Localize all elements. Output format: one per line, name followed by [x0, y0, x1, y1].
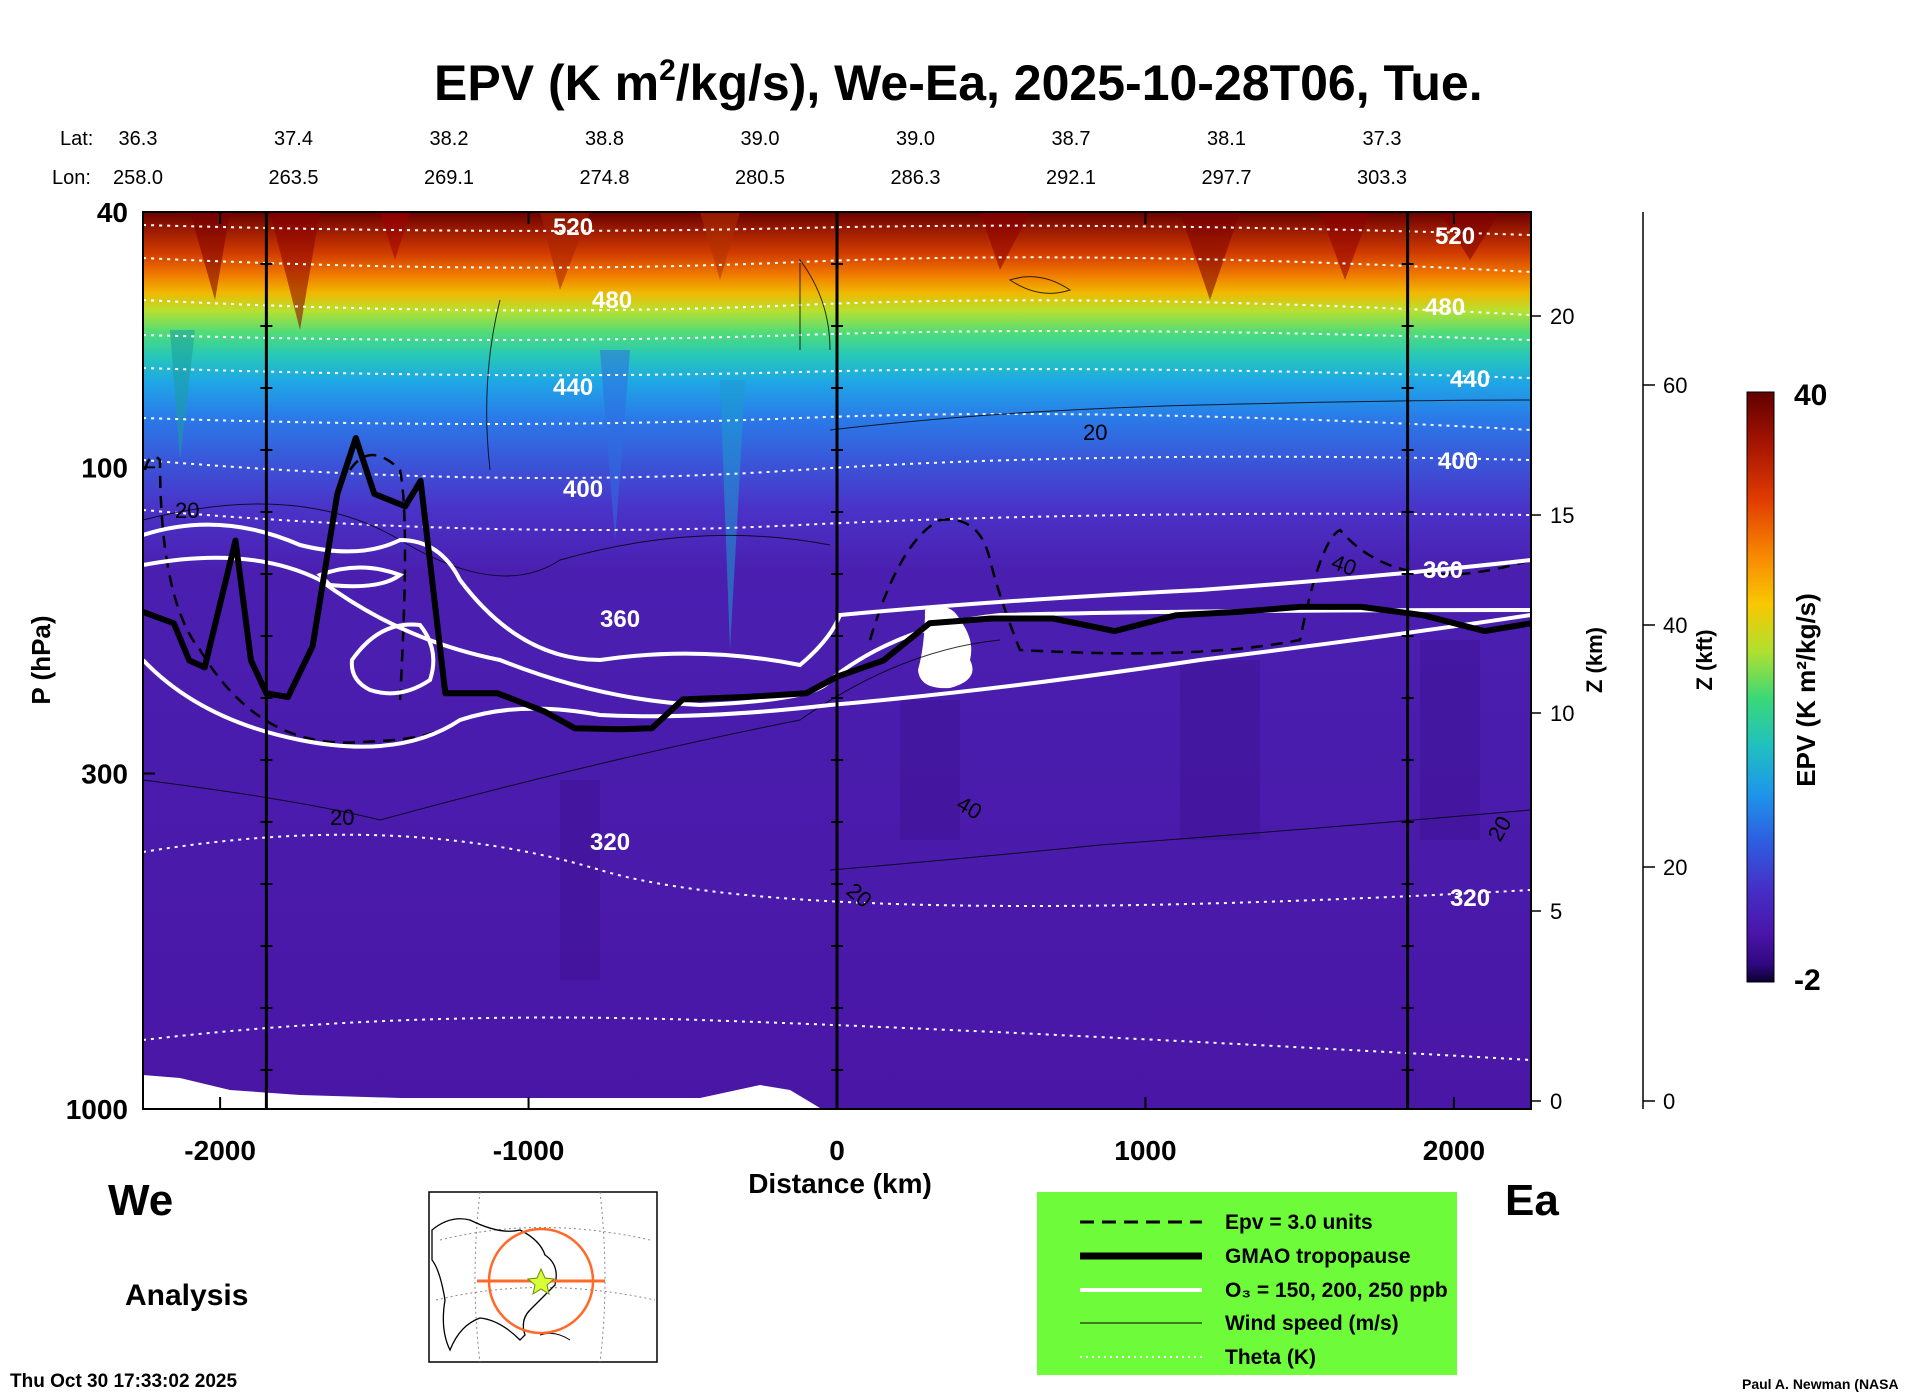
wind-label: 20: [1083, 420, 1107, 445]
z-kft-tick-label: 0: [1663, 1089, 1675, 1114]
wind-label: 20: [175, 498, 199, 523]
lon-value: 280.5: [735, 167, 785, 189]
lon-value: 258.0: [113, 167, 163, 189]
lon-row-label: Lon:: [52, 167, 91, 189]
west-label: We: [108, 1176, 173, 1225]
theta-label: 440: [553, 374, 593, 401]
lat-value: 38.2: [430, 128, 469, 150]
y-axis-label: P (hPa): [26, 615, 56, 704]
theta-labels: 520 480 440 400 360 320 520 480 440 400 …: [553, 214, 1490, 912]
colorbar: [1746, 391, 1775, 983]
center-star-icon: [526, 1267, 556, 1296]
legend-item-wind: Wind speed (m/s): [1225, 1312, 1399, 1335]
theta-label: 320: [1450, 885, 1490, 912]
lon-value: 263.5: [268, 167, 318, 189]
x-tick-label: 1000: [1114, 1135, 1176, 1166]
theta-label: 480: [1425, 294, 1465, 321]
theta-label: 320: [590, 829, 630, 856]
x-axis-label: Distance (km): [748, 1168, 932, 1199]
lat-lon-labels: 36.3 37.4 38.2 38.8 39.0 39.0 38.7 38.1 37.3 258.…: [113, 128, 1407, 189]
x-tick-label: -2000: [184, 1135, 256, 1166]
legend: Epv = 3.0 units GMAO tropopause O₃ = 150…: [1037, 1192, 1457, 1375]
z-kft-tick-label: 40: [1663, 613, 1687, 638]
legend-item-epv: Epv = 3.0 units: [1225, 1211, 1373, 1234]
credit: Paul A. Newman (NASA: [1742, 1376, 1899, 1392]
epv-streaks: [170, 212, 1500, 650]
theta-label: 440: [1450, 366, 1490, 393]
lat-value: 38.7: [1052, 128, 1091, 150]
title-main: EPV (K m: [434, 55, 659, 111]
z-km-axis: 20 15 10 5 0: [1531, 304, 1574, 1114]
svg-text:EPV (K m2/kg/s), We-Ea, 2025-1: EPV (K m2/kg/s), We-Ea, 2025-10-28T06, T…: [434, 54, 1483, 111]
z-km-tick-label: 15: [1550, 503, 1574, 528]
analysis-label: Analysis: [125, 1279, 248, 1312]
y-tick-label: 40: [97, 197, 128, 228]
epv-dashed-contours: [143, 453, 1531, 744]
lon-value: 269.1: [424, 167, 474, 189]
x-tick-label: 2000: [1423, 1135, 1485, 1166]
wind-label: 20: [330, 805, 354, 830]
locator-map: [428, 1191, 658, 1363]
x-tick-label: -1000: [493, 1135, 565, 1166]
timestamp: Thu Oct 30 17:33:02 2025: [10, 1371, 237, 1392]
wind-contours: [143, 258, 1531, 871]
theta-label: 520: [553, 214, 593, 241]
theta-label: 400: [563, 476, 603, 503]
lon-value: 274.8: [579, 167, 629, 189]
tropopause-line: [143, 435, 1531, 733]
theta-contours: [143, 224, 1531, 1061]
theta-label: 520: [1435, 223, 1475, 250]
coastline: [431, 1218, 557, 1352]
lower-shading: [560, 640, 1480, 980]
lat-value: 38.1: [1207, 128, 1246, 150]
ozone-contours: [143, 522, 1531, 749]
theta-label: 400: [1438, 448, 1478, 475]
z-kft-axis: 60 40 20 0: [1642, 212, 1687, 1114]
theta-label: 360: [600, 606, 640, 633]
lat-value: 39.0: [896, 128, 935, 150]
legend-item-tropopause: GMAO tropopause: [1225, 1245, 1411, 1268]
y-tick-label: 100: [81, 452, 128, 483]
z-km-axis-label: Z (km): [1582, 627, 1607, 693]
theta-label: 360: [1423, 557, 1463, 584]
z-km-tick-label: 20: [1550, 304, 1574, 329]
lon-value: 297.7: [1201, 167, 1251, 189]
vertical-reference-lines: [260, 212, 1414, 1109]
plot-area: [143, 212, 1531, 1109]
lon-value: 292.1: [1046, 167, 1096, 189]
lat-value: 37.4: [274, 128, 313, 150]
z-kft-tick-label: 60: [1663, 373, 1687, 398]
lat-value: 36.3: [119, 128, 158, 150]
legend-item-ozone: O₃ = 150, 200, 250 ppb: [1225, 1279, 1448, 1302]
theta-label: 480: [592, 287, 632, 314]
x-axis: -2000 -1000 0 1000 2000: [184, 212, 1485, 1166]
legend-item-theta: Theta (K): [1225, 1346, 1316, 1369]
east-label: Ea: [1505, 1176, 1559, 1225]
lon-value: 286.3: [890, 167, 940, 189]
y-tick-label: 300: [81, 758, 128, 789]
title-superscript: 2: [659, 54, 676, 87]
lon-value: 303.3: [1357, 167, 1407, 189]
lat-value: 38.8: [585, 128, 624, 150]
y-axis: 40 100 300 1000: [66, 197, 155, 1125]
colorbar-label: EPV (K m²/kg/s): [1791, 593, 1821, 787]
terrain-mask: [143, 1075, 820, 1108]
z-kft-tick-label: 20: [1663, 855, 1687, 880]
z-km-tick-label: 0: [1550, 1089, 1562, 1114]
y-tick-label: 1000: [66, 1094, 128, 1125]
title-rest: /kg/s), We-Ea, 2025-10-28T06, Tue.: [676, 55, 1483, 111]
lat-value: 39.0: [741, 128, 780, 150]
z-km-tick-label: 10: [1550, 701, 1574, 726]
x-tick-label: 0: [829, 1135, 845, 1166]
lat-value: 37.3: [1363, 128, 1402, 150]
colorbar-max: 40: [1794, 379, 1827, 412]
z-km-tick-label: 5: [1550, 899, 1562, 924]
colorbar-min: -2: [1794, 964, 1821, 997]
z-kft-axis-label: Z (kft): [1692, 629, 1717, 690]
lat-row-label: Lat:: [60, 128, 93, 150]
